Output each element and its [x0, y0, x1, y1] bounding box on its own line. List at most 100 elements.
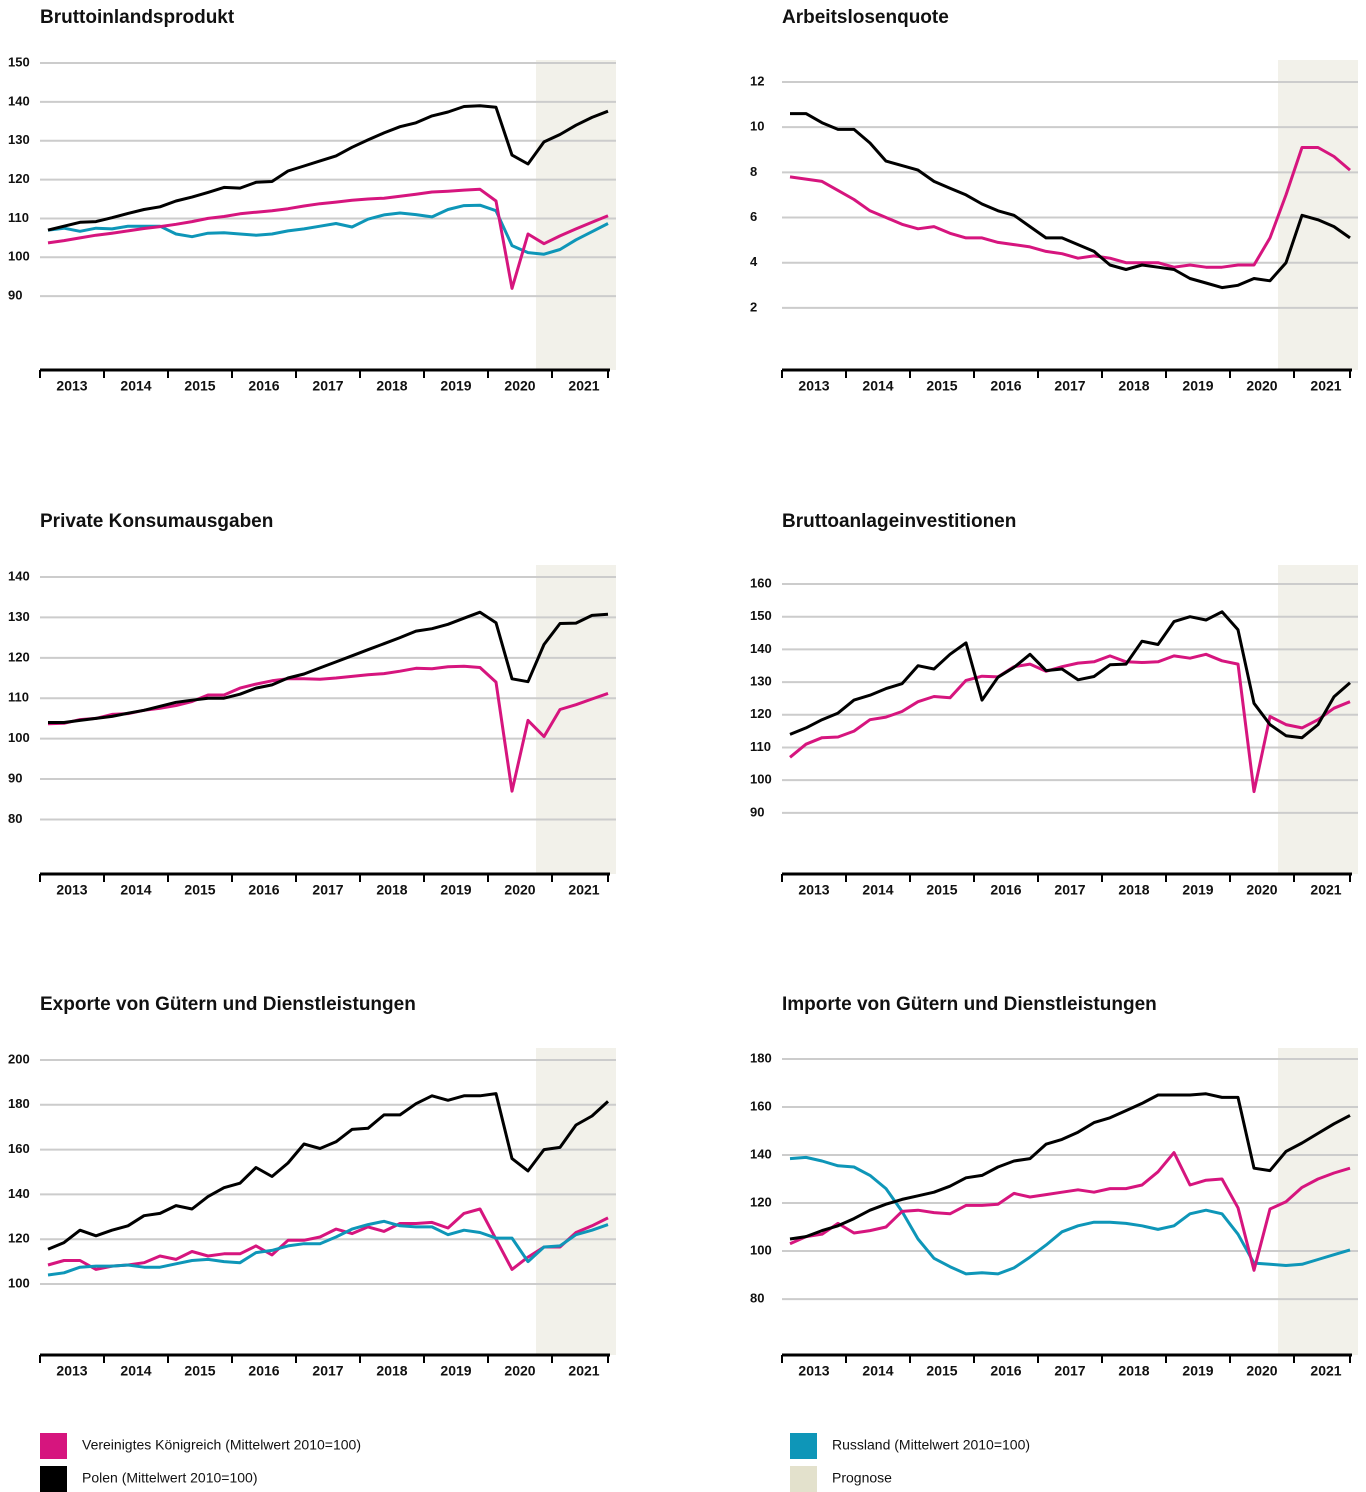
- series-line: [48, 610, 609, 724]
- chart-title: Arbeitslosenquote: [782, 7, 949, 28]
- x-tick-label: 2017: [312, 882, 343, 898]
- y-tick-label: 150: [8, 54, 30, 69]
- series-line: [789, 146, 1351, 269]
- y-tick-label: 2: [750, 299, 757, 314]
- x-tick-label: 2019: [440, 1363, 471, 1379]
- x-tick-label: 2013: [798, 378, 829, 394]
- x-tick-label: 2017: [312, 1363, 343, 1379]
- chart-title: Private Konsumausgaben: [40, 511, 273, 532]
- x-tick-label: 2021: [1310, 378, 1341, 394]
- y-tick-label: 6: [750, 209, 757, 224]
- y-tick-label: 120: [750, 1194, 772, 1209]
- x-tick-label: 2018: [376, 378, 407, 394]
- series-line: [789, 652, 1351, 794]
- y-tick-label: 80: [8, 811, 22, 826]
- y-tick-label: 180: [8, 1096, 30, 1111]
- x-tick-label: 2017: [1054, 378, 1085, 394]
- x-tick-label: 2018: [376, 1363, 407, 1379]
- forecast-area: [536, 1048, 616, 1355]
- y-tick-label: 140: [750, 1146, 772, 1161]
- y-tick-label: 12: [750, 73, 764, 88]
- x-tick-label: 2017: [1054, 882, 1085, 898]
- y-tick-label: 160: [750, 575, 772, 590]
- y-tick-label: 100: [8, 1275, 30, 1290]
- y-tick-label: 80: [750, 1291, 764, 1306]
- y-tick-label: 110: [750, 739, 771, 754]
- legend-swatch: [40, 1433, 67, 1459]
- x-tick-label: 2016: [248, 882, 279, 898]
- y-tick-label: 140: [8, 568, 30, 583]
- x-tick-label: 2014: [120, 1363, 151, 1379]
- y-tick-label: 100: [8, 249, 30, 264]
- series-line: [47, 187, 609, 290]
- series-line: [47, 1207, 609, 1271]
- y-tick-label: 120: [8, 649, 30, 664]
- x-tick-label: 2021: [568, 1363, 599, 1379]
- y-tick-label: 120: [750, 706, 772, 721]
- legend-swatch: [790, 1433, 817, 1459]
- x-tick-label: 2018: [1118, 378, 1149, 394]
- y-tick-label: 90: [8, 288, 22, 303]
- series-line: [47, 104, 609, 232]
- x-tick-label: 2020: [1246, 882, 1277, 898]
- x-tick-label: 2015: [184, 882, 215, 898]
- y-tick-label: 180: [750, 1050, 772, 1065]
- x-tick-label: 2021: [1310, 882, 1341, 898]
- legend-label: Russland (Mittelwert 2010=100): [832, 1437, 1030, 1453]
- x-tick-label: 2013: [56, 1363, 87, 1379]
- legend-label: Vereinigtes Königreich (Mittelwert 2010=…: [82, 1437, 361, 1453]
- x-tick-label: 2019: [440, 378, 471, 394]
- x-tick-label: 2018: [1118, 1363, 1149, 1379]
- x-tick-label: 2014: [862, 882, 893, 898]
- x-tick-label: 2013: [56, 882, 87, 898]
- legend-label: Prognose: [832, 1470, 892, 1486]
- x-tick-label: 2014: [862, 378, 893, 394]
- series-line: [47, 1219, 609, 1277]
- series-line: [47, 1092, 610, 1251]
- forecast-area: [1278, 1048, 1358, 1355]
- y-tick-label: 90: [750, 804, 764, 819]
- x-tick-label: 2014: [862, 1363, 893, 1379]
- y-tick-label: 8: [750, 164, 757, 179]
- series-line: [789, 1092, 1351, 1241]
- x-tick-label: 2020: [504, 1363, 535, 1379]
- y-tick-label: 110: [8, 690, 29, 705]
- x-tick-label: 2017: [312, 378, 343, 394]
- legend-label: Polen (Mittelwert 2010=100): [82, 1470, 258, 1486]
- y-tick-label: 100: [8, 730, 30, 745]
- y-tick-label: 160: [8, 1141, 30, 1156]
- series-line: [47, 664, 609, 793]
- x-tick-label: 2013: [798, 882, 829, 898]
- y-tick-label: 130: [750, 674, 772, 689]
- x-tick-label: 2014: [120, 378, 151, 394]
- forecast-area: [536, 565, 616, 874]
- x-tick-label: 2016: [248, 378, 279, 394]
- x-tick-label: 2015: [926, 1363, 957, 1379]
- x-tick-label: 2020: [504, 882, 535, 898]
- y-tick-label: 150: [750, 608, 772, 623]
- x-tick-label: 2013: [56, 378, 87, 394]
- x-tick-label: 2020: [1246, 1363, 1277, 1379]
- forecast-area: [1278, 60, 1358, 370]
- y-tick-label: 130: [8, 609, 30, 624]
- forecast-area: [536, 60, 616, 370]
- x-tick-label: 2019: [1182, 378, 1213, 394]
- series-line: [790, 112, 1351, 290]
- x-tick-label: 2016: [248, 1363, 279, 1379]
- x-tick-label: 2013: [798, 1363, 829, 1379]
- x-tick-label: 2015: [926, 378, 957, 394]
- series-line: [789, 1151, 1351, 1272]
- y-tick-label: 100: [750, 772, 772, 787]
- y-tick-label: 140: [8, 93, 30, 108]
- legend-swatch: [790, 1466, 817, 1492]
- x-tick-label: 2014: [120, 882, 151, 898]
- chart-title: Bruttoanlageinvestitionen: [782, 511, 1016, 532]
- x-tick-label: 2021: [1310, 1363, 1341, 1379]
- x-tick-label: 2019: [1182, 882, 1213, 898]
- x-tick-label: 2015: [184, 378, 215, 394]
- y-tick-label: 90: [8, 770, 22, 785]
- x-tick-label: 2020: [504, 378, 535, 394]
- y-tick-label: 140: [750, 641, 772, 656]
- x-tick-label: 2020: [1246, 378, 1277, 394]
- x-tick-label: 2016: [990, 378, 1021, 394]
